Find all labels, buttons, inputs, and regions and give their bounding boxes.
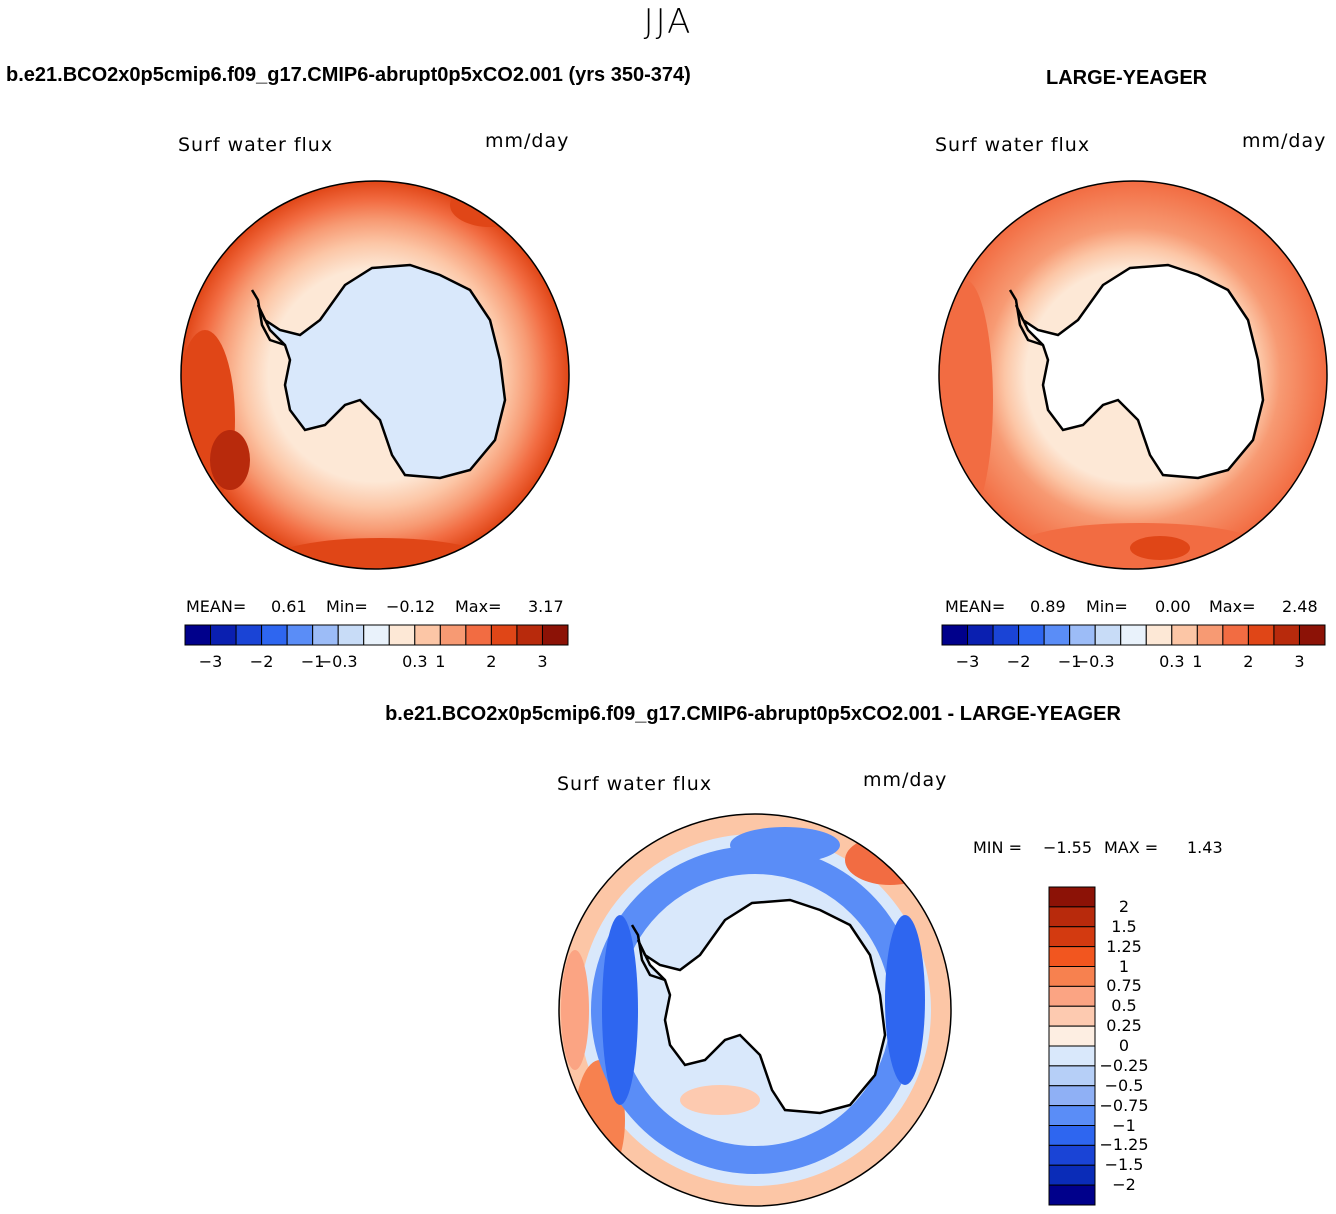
panel3-colorbar-tick-label: −1.5 [1104,1155,1144,1175]
panel1-colorbar-cell [541,624,569,646]
panel3-colorbar-cell [1048,1085,1096,1107]
panel1-colorbar-tick-label: 2 [486,652,497,671]
panel3-colorbar-cell [1048,1144,1096,1166]
panel2-colorbar [941,624,1326,646]
panel2-min-value: 0.00 [1155,597,1191,616]
panel3-colorbar-tick-label: −0.75 [1099,1095,1149,1115]
panel1-high-flux-patch-southwest [210,430,250,490]
panel3-colorbar-cell [1048,886,1096,908]
panel3-colorbar-tick-label: −0.5 [1104,1075,1144,1095]
panel2-colorbar-tick-label: −2 [1006,652,1031,671]
panel2-colorbar-tick-label: 2 [1243,652,1254,671]
panel3-variable-label: Surf water flux [557,773,713,795]
panel3-colorbar [1048,886,1096,1206]
panel2-colorbar-tick-label: −0.3 [1075,652,1115,671]
panel2-colorbar-tick-label: −1 [1057,652,1082,671]
panel3-colorbar-tick-label: −1 [1112,1115,1136,1135]
panel2-min-label: Min= [1086,597,1128,616]
panel1-colorbar-ticks: −3 −2 −1 −0.3 0.3 1 2 3 [185,652,568,672]
panel3-negative-patch-west [602,915,638,1105]
panel3-negative-patch-east [885,915,925,1085]
panel2-max-label: Max= [1209,597,1256,616]
panel1-title: b.e21.BCO2x0p5cmip6.f09_g17.CMIP6-abrupt… [6,64,691,86]
panel1-mean-value: 0.61 [271,597,307,616]
panel1-mean-label: MEAN= [186,597,247,616]
panel3-colorbar-cell [1048,1045,1096,1067]
panel3-colorbar-cell [1048,1065,1096,1087]
panel3-colorbar-tick-label: 1.25 [1106,936,1142,956]
panel3-colorbar-ticks: 2 1.5 1.25 1 0.75 0.5 0.25 0 −0.25 −0.5 −0.75 −1 −1.… [1099,887,1170,1205]
figure-title: JJA [643,2,693,42]
panel3-colorbar-tick-label: 0.75 [1106,976,1142,996]
panel1-variable-label: Surf water flux [178,134,334,156]
panel3-colorbar-tick-label: −2 [1112,1175,1136,1195]
panel3-colorbar-cell [1048,946,1096,967]
panel3-min-label: MIN = [973,838,1022,857]
panel1-min-value: −0.12 [386,597,436,616]
panel1-high-flux-patch-south [270,538,490,569]
panel1-colorbar-tick-label: −3 [198,652,223,671]
panel2-colorbar-tick-label: 3 [1294,652,1305,671]
panel3-min-value: −1.55 [1043,838,1093,857]
panel1-colorbar-tick-label: 3 [537,652,548,671]
panel2-colorbar-tick-label: −3 [955,652,980,671]
panel3-colorbar-cell [1048,966,1096,987]
panel2-max-value: 2.48 [1282,597,1318,616]
panel3-colorbar-tick-label: −0.25 [1099,1055,1149,1075]
panel3-colorbar-tick-label: 0.25 [1106,1016,1142,1036]
panel3-colorbar-cell [1048,1164,1096,1186]
panel1-colorbar-tick-label: 0.3 [402,652,428,671]
panel3-colorbar-cell [1048,926,1096,948]
panel3-colorbar-tick-label: 1.5 [1111,916,1137,936]
panel3-colorbar-cell [1048,985,1096,1007]
panel1-min-label: Min= [326,597,368,616]
panel3-colorbar-cell [1048,1105,1096,1126]
panel3-title: b.e21.BCO2x0p5cmip6.f09_g17.CMIP6-abrupt… [385,703,1121,725]
panel2-units-label: mm/day [1242,130,1327,152]
panel1-colorbar-tick-label: −0.3 [318,652,358,671]
panel2-mean-label: MEAN= [945,597,1006,616]
panel3-colorbar-cell [1048,1005,1096,1027]
panel3-colorbar-tick-label: 2 [1118,896,1130,916]
panel3-colorbar-cell [1048,906,1096,928]
panel3-max-label: MAX = [1104,838,1159,857]
panel2-mean-value: 0.89 [1030,597,1066,616]
panel3-colorbar-tick-label: −1.25 [1099,1135,1149,1155]
panel3-colorbar-cell [1048,1025,1096,1047]
panel2-colorbar-tick-label: 1 [1192,652,1203,671]
panel2-colorbar-cell [1298,624,1326,646]
panel1-colorbar [184,624,569,646]
panel3-colorbar-tick-label: 1 [1118,956,1130,976]
panel1-max-value: 3.17 [528,597,564,616]
panel3-colorbar-cell [1048,1125,1096,1146]
panel3-units-label: mm/day [863,769,948,791]
panel1-colorbar-tick-label: −1 [300,652,325,671]
panel3-negative-patch-north [730,827,840,863]
panel1-colorbar-tick-label: 1 [435,652,446,671]
panel3-positive-patch-northeast [845,835,935,885]
panel2-colorbar-ticks: −3 −2 −1 −0.3 0.3 1 2 3 [942,652,1325,672]
panel1-colorbar-tick-label: −2 [249,652,274,671]
panel2-variable-label: Surf water flux [935,134,1091,156]
panel2-title: LARGE-YEAGER [1046,67,1208,89]
panel3-colorbar-tick-label: 0.5 [1111,996,1137,1016]
panel3-positive-patch-west [561,950,589,1070]
panel3-colorbar-tick-label: 0 [1118,1036,1130,1055]
panel1-max-label: Max= [455,597,502,616]
panel3-max-value: 1.43 [1187,838,1223,857]
panel3-positive-patch-south [680,1085,760,1115]
panel3-colorbar-cell [1048,1184,1096,1206]
panel2-flux-patch-south [1130,536,1190,560]
panel1-units-label: mm/day [485,130,570,152]
panel2-colorbar-tick-label: 0.3 [1159,652,1185,671]
